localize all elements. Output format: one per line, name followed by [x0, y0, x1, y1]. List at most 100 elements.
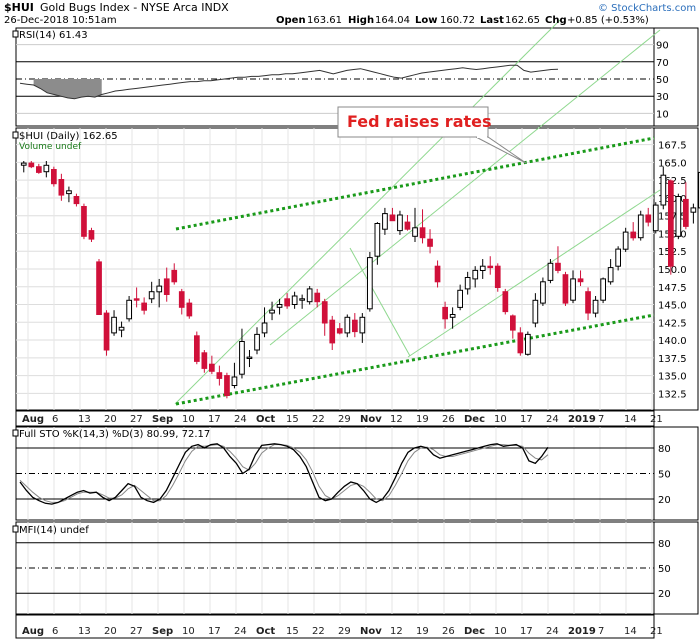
candle-body: [163, 278, 170, 295]
candle-body: [479, 265, 486, 272]
candle-body: [562, 274, 569, 304]
channel-line-2: [407, 189, 661, 358]
xaxis-tick-label: 7: [598, 414, 604, 425]
candle-body: [532, 299, 539, 324]
candle-body: [630, 231, 637, 239]
candle-body: [306, 288, 313, 303]
rsi-oversold-fill: [33, 79, 102, 99]
price-level-label: 165.0: [658, 158, 687, 169]
xaxis-tick-label: 12: [390, 414, 403, 425]
header-last-value: 162.65: [505, 15, 540, 26]
xaxis-tick-label: 21: [650, 414, 663, 425]
candle-body: [178, 291, 185, 308]
xaxis-band-0: [15, 410, 655, 427]
candle-body: [472, 269, 479, 280]
xaxis-tick-label-bottom: 10: [494, 626, 507, 637]
xaxis-tick-label-bottom: 15: [286, 626, 299, 637]
candle-body: [81, 206, 87, 237]
rsi-level-label: 90: [656, 41, 669, 52]
xaxis-tick-label: 15: [286, 414, 299, 425]
candle-body: [28, 162, 35, 168]
xaxis-tick-label-bottom: 7: [598, 626, 604, 637]
candle-body: [622, 231, 629, 250]
candle-body: [73, 196, 80, 205]
xaxis-tick-label: 24: [234, 414, 247, 425]
mfi-level-label: 50: [658, 564, 671, 575]
candle-body: [201, 352, 208, 369]
candle-body: [652, 204, 659, 232]
candle-body: [133, 298, 140, 301]
candle-body: [615, 248, 621, 267]
candle-body: [442, 306, 448, 320]
price-level-label: 145.0: [658, 301, 687, 312]
sto-label: Full STO %K(14,3) %D(3) 80.99, 72.17: [19, 429, 210, 440]
price-label: $HUI (Daily) 162.65: [19, 131, 118, 142]
xaxis-tick-label: 10: [494, 414, 507, 425]
channel-line-1: [269, 29, 661, 346]
price-level-label: 167.5: [658, 141, 687, 152]
candle-body: [261, 322, 268, 334]
header-datetime: 26-Dec-2018 10:51am: [4, 15, 117, 26]
mfi-axis-frame: [653, 521, 699, 615]
xaxis-tick-label-bottom: 6: [52, 626, 58, 637]
candle-body: [592, 299, 599, 314]
xaxis-tick-label: 14: [624, 414, 637, 425]
candle-body: [449, 314, 456, 318]
candle-body: [118, 326, 125, 331]
header-high-label: High: [348, 15, 374, 26]
xaxis-tick-label-bottom: 19: [416, 626, 429, 637]
candle-body: [209, 363, 215, 372]
candle-body: [555, 262, 561, 271]
xaxis-tick-label: 17: [208, 414, 221, 425]
candle-body: [291, 295, 298, 305]
rsi-line: [19, 64, 559, 100]
candle-body: [389, 214, 396, 222]
candle-body: [269, 309, 275, 314]
xaxis-tick-label: 24: [546, 414, 559, 425]
xaxis-tick-label: 2019: [568, 414, 596, 425]
sto-panel-marker: [12, 429, 19, 437]
xaxis-band-1: [15, 614, 655, 639]
candle-body: [231, 376, 238, 386]
xaxis-tick-label-bottom: 17: [208, 626, 221, 637]
rsi-label: RSI(14) 61.43: [19, 30, 88, 41]
candle-body: [457, 289, 463, 308]
price-level-label: 135.0: [658, 372, 687, 383]
xaxis-tick-label-bottom: 27: [130, 626, 143, 637]
candle-body: [156, 285, 163, 293]
mfi-level-label: 20: [658, 589, 671, 600]
xaxis-tick-label: 29: [338, 414, 351, 425]
candle-body: [660, 174, 667, 206]
xaxis-tick-label-bottom: 14: [624, 626, 637, 637]
candle-body: [284, 298, 290, 307]
price-panel-marker: [12, 131, 19, 139]
candle-body: [314, 292, 321, 303]
channel-line-3: [349, 247, 411, 357]
candle-body: [668, 180, 674, 267]
xaxis-tick-label-bottom: 13: [78, 626, 91, 637]
price-level-label: 140.0: [658, 336, 687, 347]
header-open-label: Open: [276, 15, 306, 26]
xaxis-tick-label-bottom: 2019: [568, 626, 596, 637]
candle-body: [698, 171, 700, 209]
sto-level-label: 80: [658, 444, 671, 455]
candle-body: [427, 238, 433, 247]
header-low-label: Low: [415, 15, 437, 26]
candle-body: [487, 265, 494, 269]
candle-body: [502, 291, 509, 313]
annotation-text: Fed raises rates: [347, 112, 492, 131]
xaxis-tick-label-bottom: Aug: [22, 626, 44, 637]
mfi-label: MFI(14) undef: [19, 525, 89, 536]
xaxis-tick-label-bottom: 20: [104, 626, 117, 637]
xaxis-tick-label: 22: [312, 414, 325, 425]
candle-body: [464, 277, 471, 290]
candle-body: [374, 223, 381, 257]
candle-body: [246, 356, 253, 360]
price-level-label: 137.5: [658, 354, 687, 365]
candle-body: [607, 267, 614, 283]
header-chg-label: Chg: [545, 15, 567, 26]
header-last-label: Last: [480, 15, 504, 26]
candle-body: [299, 298, 305, 301]
sto-axis-frame: [653, 426, 699, 521]
xaxis-tick-label-bottom: 26: [442, 626, 455, 637]
